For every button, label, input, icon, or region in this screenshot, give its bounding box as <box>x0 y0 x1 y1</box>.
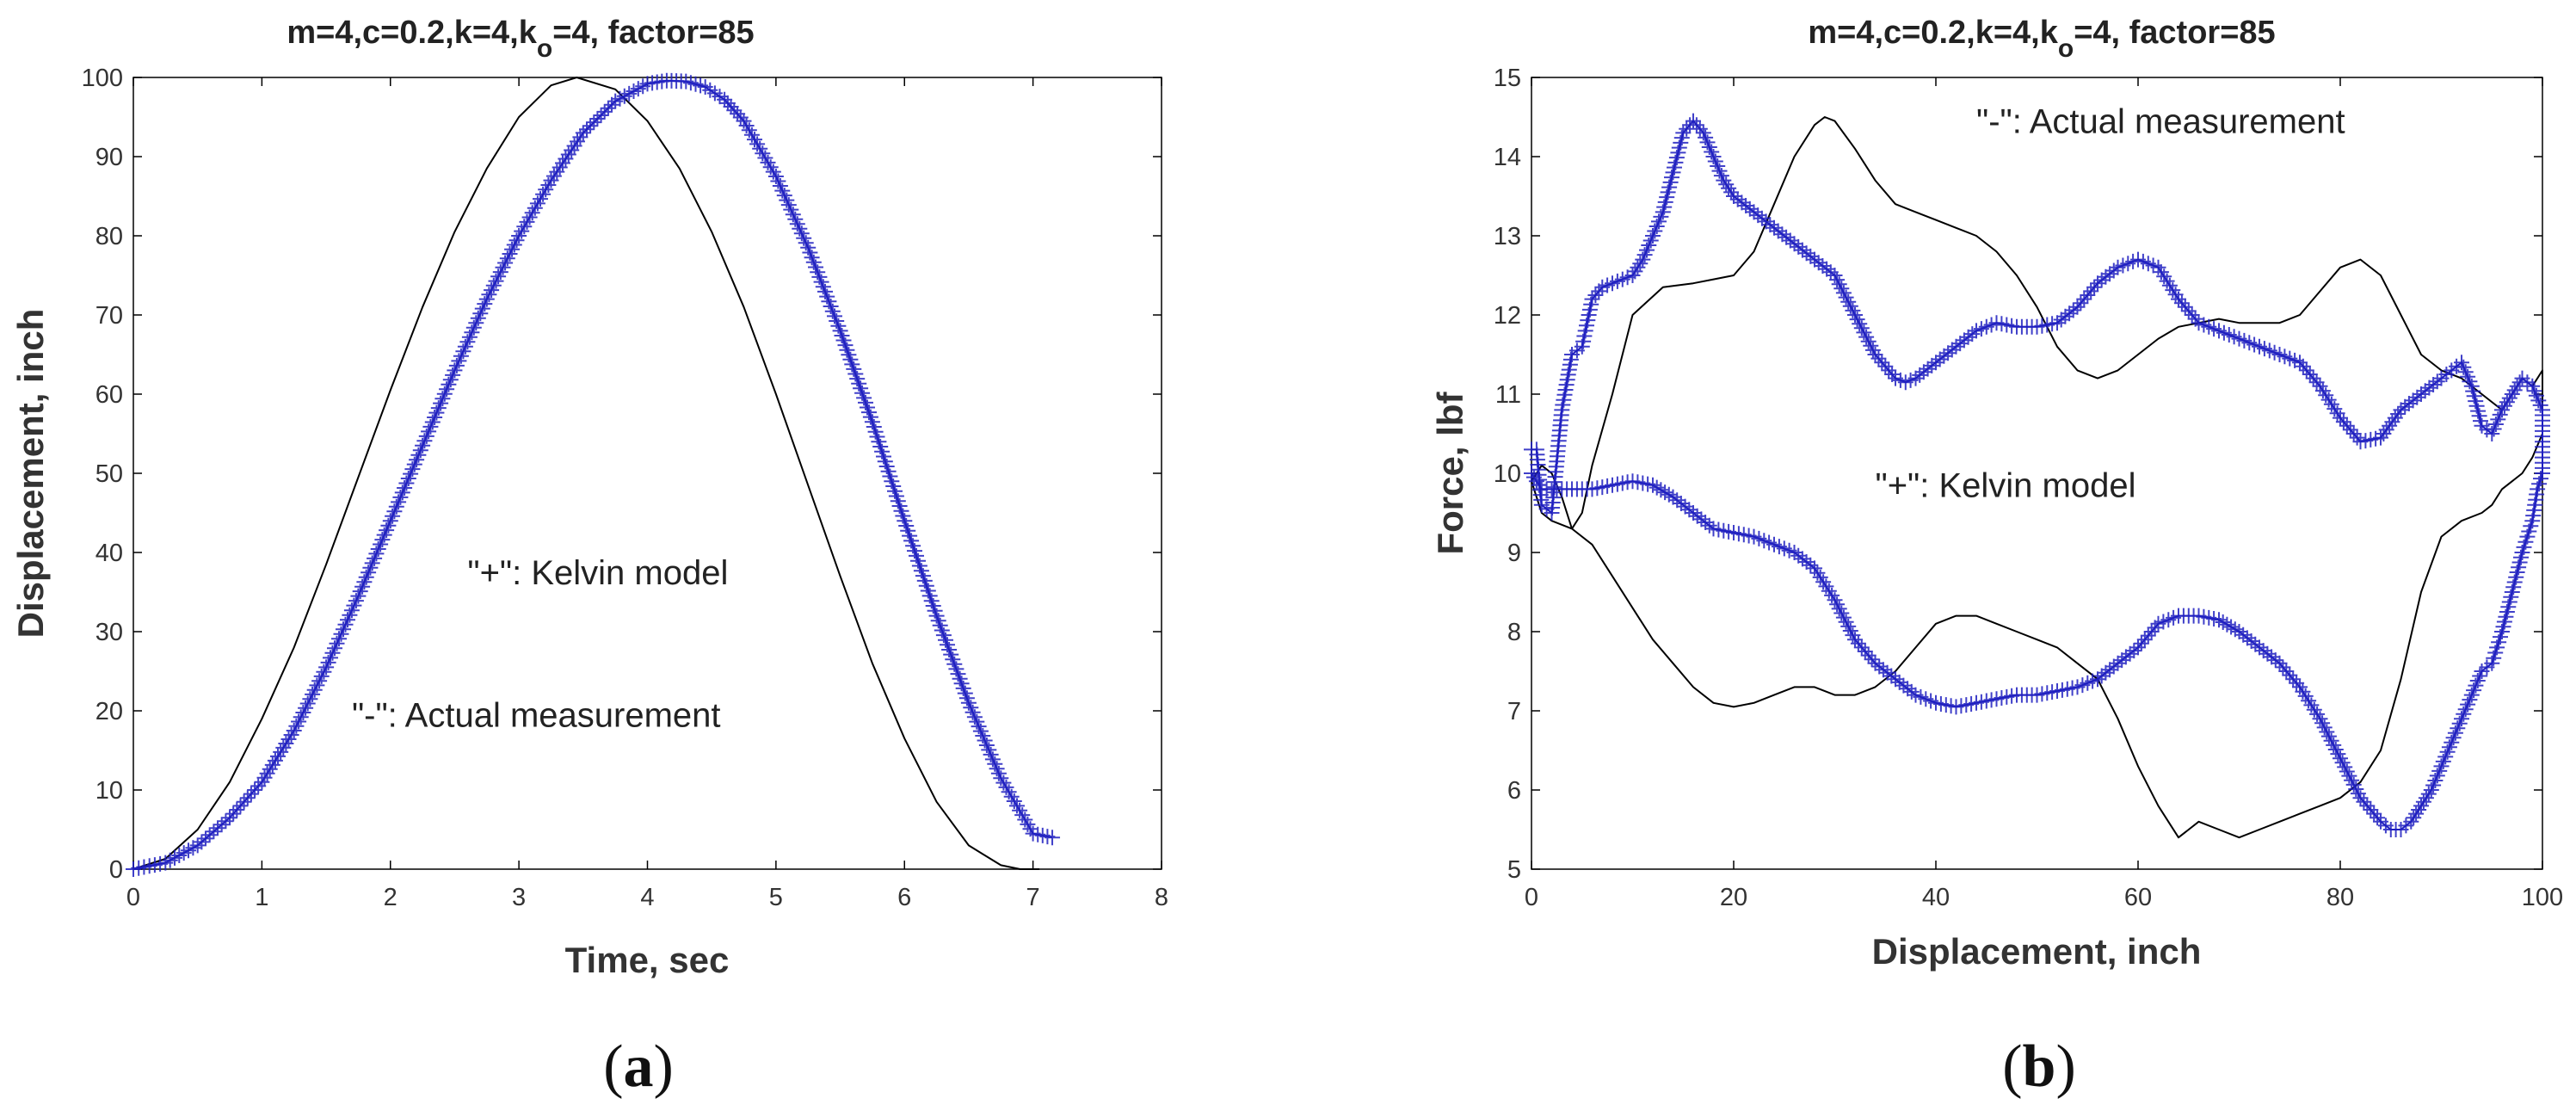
chart-a-ytick-label: 40 <box>96 540 123 567</box>
chart-a-ytick-label: 10 <box>96 777 123 805</box>
chart-a-xtick-label: 2 <box>384 884 397 911</box>
panel-b-label: (b) <box>2002 1034 2076 1100</box>
chart-a-xtick-label: 8 <box>1155 884 1168 911</box>
chart-b-annotation: "-": Actual measurement <box>1976 102 2345 140</box>
chart-a-xtick-label: 4 <box>640 884 654 911</box>
chart-a-series-kelvin-markers <box>126 72 1061 877</box>
chart-a-annotation: "-": Actual measurement <box>352 696 721 734</box>
chart-a-xtick-label: 0 <box>126 884 140 911</box>
chart-a-xtick-label: 1 <box>255 884 268 911</box>
chart-a-xtick-label: 7 <box>1026 884 1040 911</box>
chart-b-xtick-label: 80 <box>2326 884 2354 911</box>
chart-b-ytick-label: 15 <box>1494 65 1521 92</box>
chart-a-ylabel: Displacement, inch <box>10 309 51 639</box>
chart-b-xtick-label: 0 <box>1525 884 1538 911</box>
chart-b-annotation: "+": Kelvin model <box>1876 467 2136 505</box>
chart-b-ytick-label: 14 <box>1494 144 1521 171</box>
chart-a-ytick-label: 100 <box>82 65 123 92</box>
chart-a-annotation: "+": Kelvin model <box>467 554 728 592</box>
chart-a-series-actual-line <box>132 77 1040 870</box>
chart-b: m=4,c=0.2,k=4,ko=4, factor=85 0 20 40 60 80 1… <box>1430 15 2563 1100</box>
chart-b-series-kelvin <box>1524 113 2550 837</box>
chart-b-xtick-label: 40 <box>1922 884 1950 911</box>
chart-b-ytick-label: 7 <box>1507 698 1521 725</box>
chart-b-ytick-label: 12 <box>1494 302 1521 330</box>
chart-b-ylabel: Force, lbf <box>1430 391 1470 554</box>
chart-b-ytick-label: 13 <box>1494 223 1521 250</box>
chart-b-series-actual-line <box>1531 116 2543 839</box>
chart-a-series-kelvin <box>126 72 1061 877</box>
chart-a-xtick-label: 3 <box>512 884 526 911</box>
chart-a-xtick-label: 5 <box>769 884 783 911</box>
chart-a-ytick-label: 50 <box>96 460 123 488</box>
panel-a-label: (a) <box>603 1034 674 1100</box>
chart-b-xtick-label: 60 <box>2124 884 2152 911</box>
chart-b-series-kelvin-markers <box>1524 113 2550 837</box>
chart-b-title: m=4,c=0.2,k=4,ko=4, factor=85 <box>1808 15 2275 63</box>
chart-b-ytick-label: 10 <box>1494 460 1521 488</box>
chart-b-ytick-label: 5 <box>1507 856 1521 884</box>
chart-a-ytick-label: 60 <box>96 381 123 409</box>
chart-a-title: m=4,c=0.2,k=4,ko=4, factor=85 <box>287 15 754 63</box>
chart-a-plot-area <box>132 77 1162 870</box>
chart-a-ytick-label: 30 <box>96 619 123 646</box>
chart-b-xtick-label: 20 <box>1720 884 1747 911</box>
chart-a-ytick-label: 20 <box>96 698 123 725</box>
chart-b-ytick-label: 6 <box>1507 777 1521 805</box>
chart-b-xlabel: Displacement, inch <box>1872 931 2202 972</box>
chart-a-xtick-label: 6 <box>897 884 911 911</box>
chart-a-ytick-label: 90 <box>96 144 123 171</box>
chart-a-ytick-label: 0 <box>109 856 123 884</box>
chart-b-plot-area <box>1531 77 2543 870</box>
chart-a-xlabel: Time, sec <box>565 940 730 980</box>
chart-a-ytick-label: 70 <box>96 302 123 330</box>
chart-a-ytick-label: 80 <box>96 223 123 250</box>
chart-b-ytick-label: 9 <box>1507 540 1521 567</box>
chart-a: m=4,c=0.2,k=4,ko=4, factor=85 0 1 2 3 4 5 6 7 80… <box>10 15 1168 1100</box>
chart-b-ytick-label: 11 <box>1495 381 1521 409</box>
chart-b-xtick-label: 100 <box>2522 884 2563 911</box>
chart-b-ytick-label: 8 <box>1507 619 1521 646</box>
